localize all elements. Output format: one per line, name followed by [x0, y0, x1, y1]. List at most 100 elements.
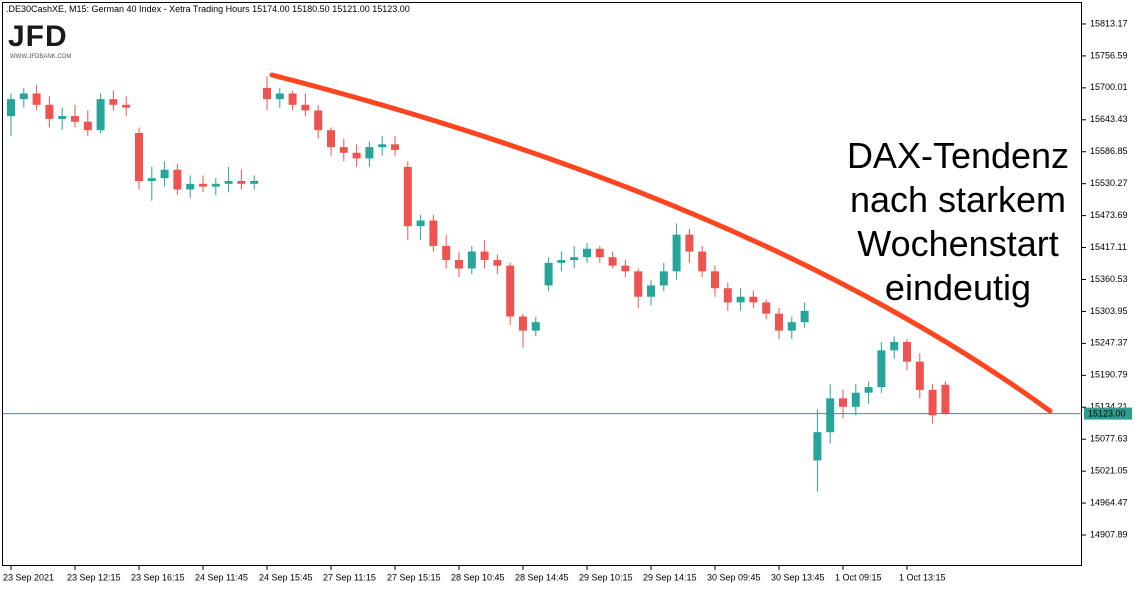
candle-body: [659, 271, 668, 286]
x-tick-label: 23 Sep 12:15: [67, 572, 121, 582]
x-tick-label: 23 Sep 2021: [3, 572, 54, 582]
y-tick-label: 15756.59: [1090, 50, 1128, 60]
candle-body: [365, 147, 374, 159]
candle-body: [199, 183, 207, 187]
candle-body: [544, 262, 553, 286]
candle-body: [135, 133, 143, 181]
x-tick-label: 24 Sep 11:45: [195, 572, 248, 582]
candle-body: [122, 104, 131, 108]
annotation-line: nach starkem: [850, 179, 1066, 220]
candle-body: [224, 181, 233, 184]
candle-body: [275, 93, 284, 100]
candle-body: [826, 398, 835, 433]
candle-body: [263, 87, 271, 100]
y-tick-label: 14964.47: [1090, 497, 1128, 507]
candle-body: [429, 220, 438, 246]
candle-body: [903, 341, 911, 362]
candle-body: [7, 99, 15, 117]
candle-body: [327, 130, 335, 148]
candle-body: [531, 322, 540, 331]
y-tick-label: 15417.11: [1090, 242, 1127, 252]
x-tick-label: 28 Sep 10:45: [451, 572, 505, 582]
x-tick-label: 30 Sep 13:45: [771, 572, 825, 582]
candle-body: [19, 93, 28, 100]
candle-body: [378, 144, 387, 148]
candle-body: [301, 104, 310, 111]
candle-body: [723, 288, 732, 303]
candle-body: [647, 285, 655, 297]
candle-body: [58, 116, 67, 119]
plot-frame: [2, 2, 1082, 566]
candle-body: [570, 257, 579, 261]
candle-body: [83, 121, 92, 131]
candle-body: [749, 296, 758, 303]
candle-body: [583, 248, 591, 258]
candle-body: [480, 251, 489, 261]
candle-body: [672, 234, 681, 272]
candle-body: [698, 251, 707, 272]
candle-body: [442, 245, 451, 261]
candle-body: [416, 220, 425, 227]
candle-body: [557, 260, 566, 263]
trend-line: [269, 72, 1053, 414]
candle-body: [288, 93, 297, 105]
candle-body: [928, 389, 937, 416]
x-tick-label: 27 Sep 15:15: [387, 572, 441, 582]
candle-body: [455, 260, 463, 269]
candle-body: [186, 183, 195, 190]
x-tick-label: 1 Oct 09:15: [835, 572, 882, 582]
y-tick-label: 15473.69: [1090, 210, 1128, 220]
y-tick-label: 15700.01: [1090, 82, 1128, 92]
candle-body: [685, 234, 694, 252]
candle-body: [608, 257, 617, 266]
y-tick-label: 15360.53: [1090, 274, 1128, 284]
candle-body: [621, 265, 630, 272]
candle-body: [877, 350, 886, 388]
y-tick-label: 15643.43: [1090, 114, 1128, 124]
candle-body: [851, 392, 860, 407]
candle-body: [787, 322, 796, 331]
candle-body: [352, 152, 361, 159]
annotation-line: eindeutig: [885, 267, 1031, 308]
candle-body: [711, 271, 719, 289]
candle-body: [493, 260, 502, 266]
y-tick-label: 15134.21: [1090, 402, 1128, 412]
candle-body: [941, 384, 950, 414]
candle-body: [250, 181, 259, 184]
candle-body: [109, 99, 118, 105]
candle-body: [890, 341, 899, 351]
logo: JFD: [8, 20, 68, 53]
price-label-box: [1084, 407, 1132, 420]
chart-header: .DE30CashXE, M15: German 40 Index - Xetr…: [6, 4, 410, 14]
candle-body: [762, 302, 771, 314]
x-tick-label: 27 Sep 11:15: [323, 572, 376, 582]
candle-body: [595, 248, 604, 258]
candle-body: [813, 432, 822, 461]
candle-body: [211, 183, 220, 187]
candle-body: [519, 316, 527, 331]
candle-body: [71, 116, 79, 122]
candle-body: [403, 166, 412, 227]
y-tick-label: 15586.85: [1090, 146, 1128, 156]
candle-body: [775, 313, 783, 331]
annotation-line: Wochenstart: [857, 223, 1058, 264]
candle-body: [32, 93, 41, 105]
price-label: 15123.00: [1088, 408, 1126, 418]
x-tick-label: 29 Sep 14:15: [643, 572, 697, 582]
candle-body: [506, 265, 515, 317]
candle-body: [160, 169, 169, 179]
candle-body: [45, 104, 54, 119]
y-tick-label: 15247.37: [1090, 338, 1128, 348]
y-tick-label: 15190.79: [1090, 370, 1128, 380]
candle-body: [800, 310, 809, 323]
y-tick-label: 15813.17: [1090, 18, 1128, 28]
candle-body: [237, 181, 246, 184]
x-tick-label: 1 Oct 13:15: [899, 572, 946, 582]
candle-body: [339, 147, 348, 153]
candle-body: [391, 144, 399, 150]
y-tick-label: 15021.05: [1090, 466, 1128, 476]
x-tick-label: 30 Sep 09:45: [707, 572, 761, 582]
candle-body: [634, 271, 643, 297]
candle-body: [736, 296, 745, 303]
